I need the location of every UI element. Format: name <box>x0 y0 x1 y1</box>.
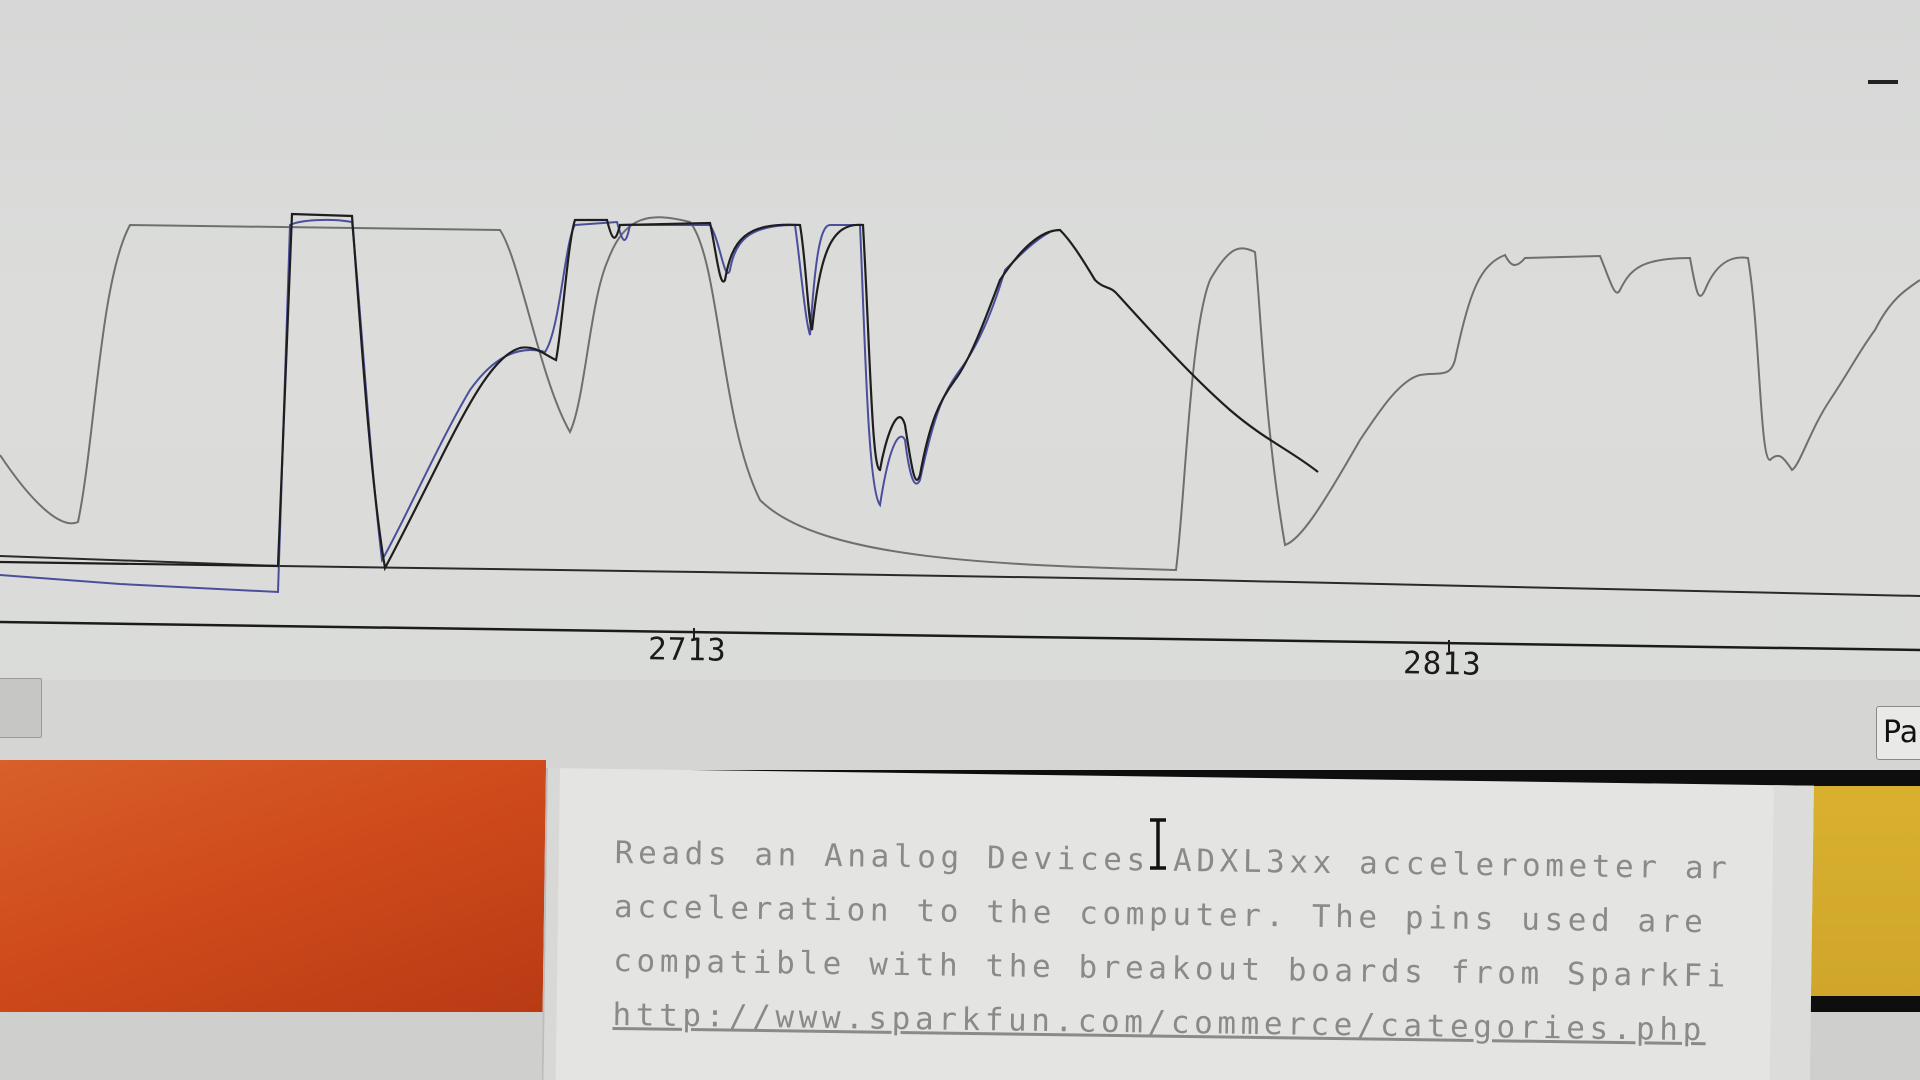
editor-scrollbar[interactable] <box>1769 785 1814 1080</box>
code-editor[interactable]: Reads an Analog Devices ADXL3xx accelero… <box>541 768 1814 1080</box>
text-cursor-icon <box>1150 818 1166 870</box>
code-comment-line[interactable]: Reads an Analog Devices ADXL3xx accelero… <box>614 834 1732 887</box>
x-axis-tick-label: 2813 <box>1402 645 1482 683</box>
trace-black <box>0 212 1319 572</box>
trace-blue <box>0 218 1051 594</box>
code-comment-line[interactable]: compatible with the breakout boards from… <box>613 942 1731 995</box>
desktop-background-yellow <box>1810 786 1920 996</box>
code-comment-line[interactable]: acceleration to the computer. The pins u… <box>613 888 1708 941</box>
editor-gutter <box>543 768 560 1080</box>
left-control-button[interactable] <box>0 678 42 738</box>
x-axis-tick-label: 2713 <box>647 631 727 669</box>
pause-button[interactable]: Pa <box>1876 706 1920 760</box>
trace-flat-line <box>0 555 1920 597</box>
trace-gray <box>0 216 1920 572</box>
code-comment-link[interactable]: http://www.sparkfun.com/commerce/categor… <box>612 996 1707 1049</box>
plotter-bottom-bar <box>0 680 1920 770</box>
desktop-background-orange <box>0 760 546 1015</box>
plot-area <box>0 212 1920 652</box>
x-axis-line <box>0 620 1920 652</box>
minimize-icon[interactable] <box>1868 80 1898 84</box>
serial-plotter-window: 2713 2813 <box>0 0 1920 770</box>
